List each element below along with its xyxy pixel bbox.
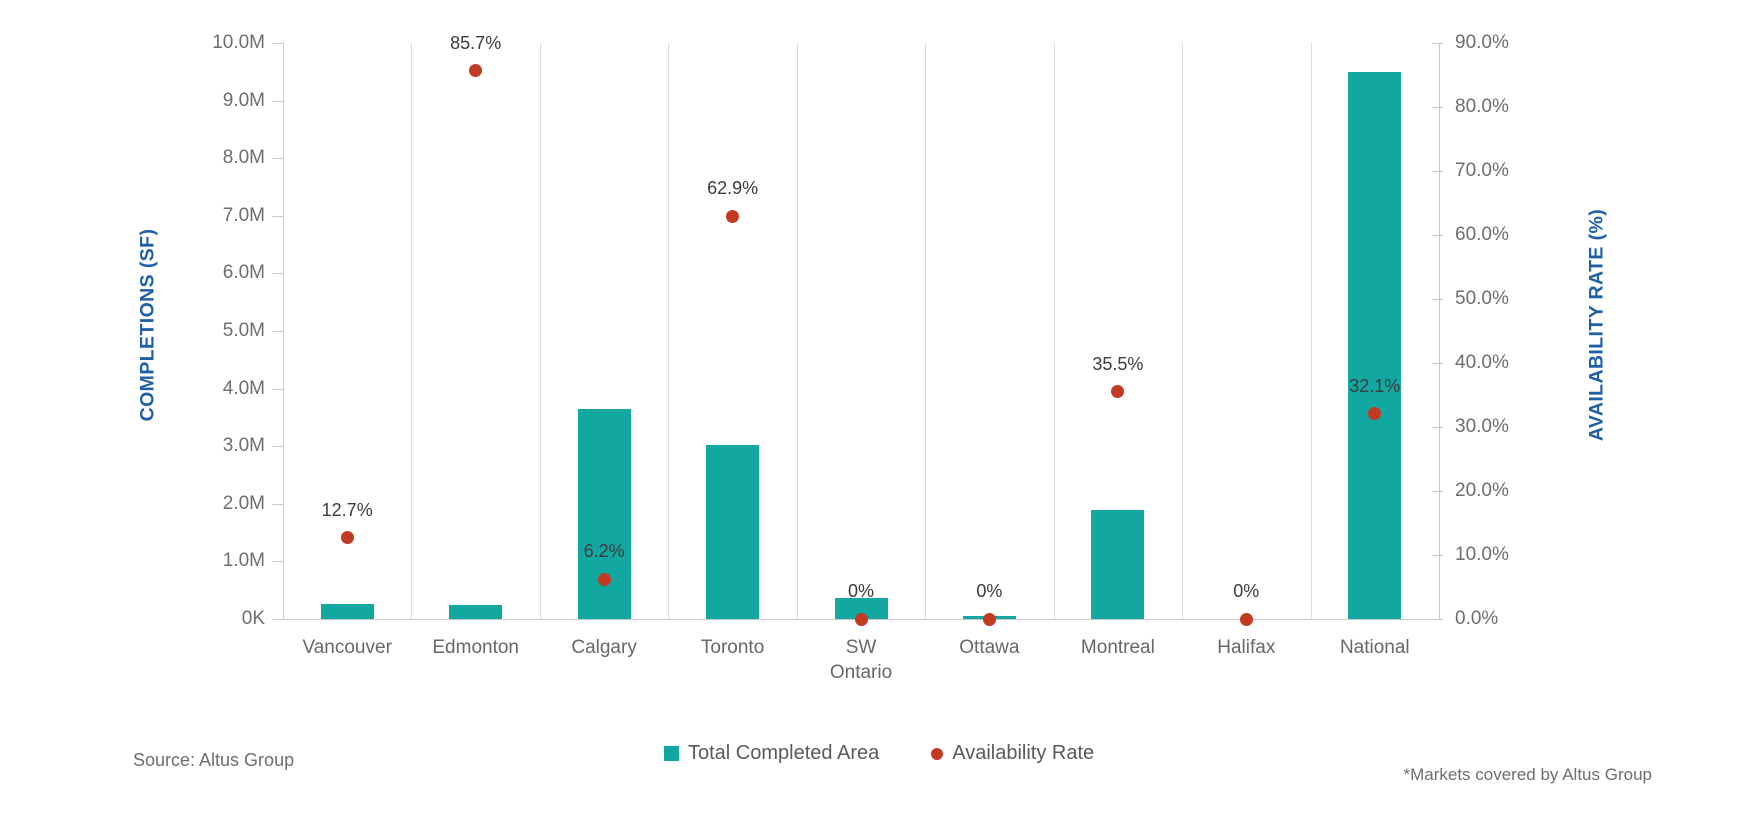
left-axis-tick-label: 6.0M bbox=[222, 262, 265, 284]
data-label-montreal: 35.5% bbox=[1092, 353, 1144, 374]
bar-national bbox=[1348, 71, 1402, 619]
dot-toronto bbox=[726, 209, 740, 223]
vertical-gridline bbox=[1310, 43, 1312, 619]
right-axis-tick bbox=[1432, 427, 1443, 428]
dot-ottawa bbox=[982, 612, 996, 626]
left-axis-tick-label: 10.0M bbox=[212, 32, 265, 53]
category-label-halifax: Halifax bbox=[1217, 637, 1276, 658]
right-axis-tick-label: 30.0% bbox=[1455, 416, 1509, 437]
data-label-edmonton: 85.7% bbox=[450, 32, 502, 53]
category-label-calgary: Calgary bbox=[571, 637, 637, 658]
right-axis-tick bbox=[1432, 555, 1443, 556]
right-axis-tick bbox=[1432, 491, 1443, 492]
dot-sw-ontario bbox=[854, 612, 868, 626]
left-axis-tick bbox=[272, 619, 283, 620]
right-axis-tick-label: 20.0% bbox=[1455, 480, 1509, 501]
category-label-sw-ontario: SW Ontario bbox=[829, 637, 893, 683]
right-axis-tick-label: 0.0% bbox=[1455, 608, 1499, 629]
dot-vancouver bbox=[340, 531, 354, 545]
vertical-gridline bbox=[1182, 43, 1184, 619]
source-note: Source: Altus Group bbox=[133, 750, 295, 770]
bar-montreal bbox=[1091, 510, 1145, 619]
vertical-gridline bbox=[1053, 43, 1055, 619]
right-axis-tick-label: 40.0% bbox=[1455, 352, 1509, 373]
data-label-toronto: 62.9% bbox=[707, 178, 759, 199]
right-axis-tick bbox=[1432, 619, 1443, 620]
bar-toronto bbox=[706, 445, 760, 619]
left-axis-tick-label: 3.0M bbox=[222, 435, 265, 457]
left-axis-tick bbox=[272, 561, 283, 563]
right-axis-line bbox=[1439, 43, 1440, 619]
right-axis-tick bbox=[1432, 235, 1443, 236]
right-axis-tick bbox=[1432, 363, 1443, 364]
bar-sw-ontario bbox=[834, 598, 888, 619]
vertical-gridline bbox=[668, 43, 670, 619]
data-label-calgary: 6.2% bbox=[583, 541, 625, 562]
right-axis-tick-label: 10.0% bbox=[1455, 544, 1509, 565]
right-axis-tick bbox=[1432, 171, 1443, 172]
category-label-montreal: Montreal bbox=[1080, 637, 1155, 658]
left-axis-tick-label: 4.0M bbox=[222, 377, 265, 399]
vertical-gridline bbox=[539, 43, 541, 619]
category-label-national: National bbox=[1339, 637, 1410, 658]
right-axis-tick-label: 70.0% bbox=[1455, 160, 1509, 181]
left-axis-tick-label: 9.0M bbox=[222, 89, 265, 111]
legend-item-total-completed-area: Total Completed Area bbox=[664, 742, 879, 765]
dot-calgary bbox=[597, 572, 611, 586]
dot-series-swatch-icon bbox=[931, 747, 944, 760]
bar-edmonton bbox=[449, 605, 503, 619]
left-axis-tick bbox=[272, 503, 283, 505]
left-axis-tick-label: 0K bbox=[241, 608, 265, 629]
dot-halifax bbox=[1239, 612, 1253, 626]
bar-series-swatch-icon bbox=[664, 746, 679, 761]
left-axis-tick bbox=[272, 446, 283, 448]
legend-label: Total Completed Area bbox=[688, 742, 880, 764]
right-axis-tick-label: 80.0% bbox=[1455, 96, 1509, 117]
bar-vancouver bbox=[320, 604, 374, 619]
left-axis-tick bbox=[272, 388, 283, 390]
data-label-national: 32.1% bbox=[1349, 375, 1401, 396]
dot-national bbox=[1368, 407, 1382, 421]
dot-edmonton bbox=[469, 64, 483, 77]
right-axis-tick-label: 90.0% bbox=[1455, 32, 1509, 53]
data-label-vancouver: 12.7% bbox=[321, 499, 373, 520]
left-axis-line bbox=[283, 43, 284, 619]
legend-item-availability-rate: Availability Rate bbox=[931, 742, 1094, 765]
left-axis-tick bbox=[272, 158, 283, 160]
left-axis-tick-label: 2.0M bbox=[222, 492, 265, 514]
left-axis-tick-label: 1.0M bbox=[222, 550, 265, 572]
bar-calgary bbox=[577, 408, 631, 619]
right-axis-tick bbox=[1432, 299, 1443, 300]
right-axis-tick-label: 50.0% bbox=[1455, 288, 1509, 309]
data-label-halifax: 0% bbox=[1233, 581, 1260, 601]
left-axis-tick bbox=[272, 100, 283, 102]
dot-montreal bbox=[1111, 385, 1125, 399]
chart-legend: Total Completed Area Availability Rate bbox=[664, 742, 1094, 765]
legend-label: Availability Rate bbox=[952, 742, 1095, 764]
category-label-toronto: Toronto bbox=[700, 637, 765, 658]
left-axis-tick-label: 7.0M bbox=[222, 204, 265, 226]
data-label-sw-ontario: 0% bbox=[847, 581, 874, 601]
category-label-vancouver: Vancouver bbox=[302, 637, 392, 658]
left-axis-tick-label: 8.0M bbox=[222, 147, 265, 169]
vertical-gridline bbox=[411, 43, 413, 619]
markets-footnote: *Markets covered by Altus Group bbox=[1403, 765, 1652, 784]
right-axis-tick-label: 60.0% bbox=[1455, 224, 1509, 245]
category-label-edmonton: Edmonton bbox=[432, 637, 519, 658]
vertical-gridline bbox=[796, 43, 798, 619]
data-label-ottawa: 0% bbox=[976, 581, 1003, 601]
category-label-ottawa: Ottawa bbox=[959, 637, 1020, 658]
left-axis-tick bbox=[272, 43, 283, 44]
vertical-gridline bbox=[925, 43, 927, 619]
right-axis-tick bbox=[1432, 43, 1443, 44]
left-axis-tick bbox=[272, 215, 283, 217]
right-axis-title: AVAILABILITY RATE (%) bbox=[1585, 208, 1608, 442]
right-axis-tick bbox=[1432, 107, 1443, 108]
left-axis-tick bbox=[272, 331, 283, 332]
left-axis-tick bbox=[272, 273, 283, 275]
left-axis-tick-label: 5.0M bbox=[222, 320, 265, 341]
